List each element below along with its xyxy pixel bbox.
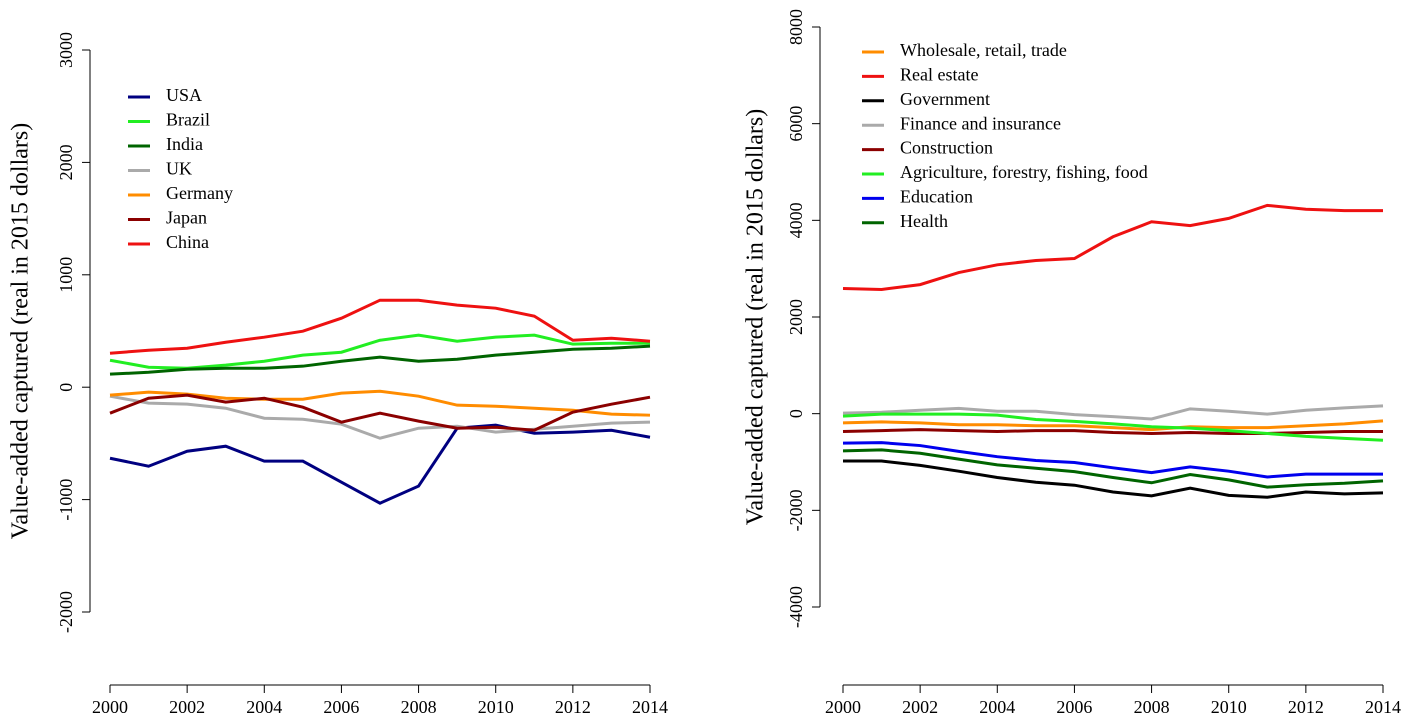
x-tick-label: 2000 — [92, 697, 128, 717]
y-tick-label: -1000 — [56, 479, 76, 521]
data-line — [842, 412, 1384, 442]
y-tick-label: 6000 — [786, 106, 806, 142]
legend-label: China — [166, 232, 209, 252]
legend-label: India — [166, 134, 203, 154]
x-tick-label: 2010 — [1211, 697, 1247, 717]
x-tick-label: 2006 — [323, 697, 359, 717]
data-line — [109, 394, 651, 440]
x-tick-label: 2008 — [401, 697, 437, 717]
x-tick-label: 2004 — [979, 697, 1015, 717]
x-tick-label: 2006 — [1056, 697, 1092, 717]
legend-label: Agriculture, forestry, fishing, food — [900, 162, 1148, 182]
legend-label: Finance and insurance — [900, 113, 1061, 133]
x-tick-label: 2012 — [555, 697, 591, 717]
x-tick-label: 2002 — [902, 697, 938, 717]
legend-label: Construction — [900, 138, 993, 158]
legend-label: Health — [900, 211, 948, 231]
data-line — [109, 344, 651, 376]
y-tick-label: -4000 — [786, 586, 806, 628]
legend-label: Real estate — [900, 65, 978, 85]
data-line — [109, 393, 651, 432]
x-tick-label: 2014 — [632, 697, 668, 717]
y-axis-title: Value-added captured (real in 2015 dolla… — [8, 123, 34, 540]
data-line — [842, 203, 1383, 291]
y-tick-label: -2000 — [56, 591, 76, 633]
legend-label: Education — [900, 187, 973, 207]
x-tick-label: 2010 — [478, 697, 514, 717]
x-tick-label: 2004 — [246, 697, 282, 717]
x-tick-label: 2014 — [1365, 697, 1401, 717]
y-tick-label: 4000 — [786, 202, 806, 238]
x-tick-label: 2008 — [1134, 697, 1170, 717]
y-tick-label: 0 — [56, 383, 76, 392]
data-line — [842, 404, 1384, 421]
x-tick-label: 2000 — [825, 697, 861, 717]
x-tick-label: 2002 — [169, 697, 205, 717]
data-line — [109, 298, 651, 355]
y-tick-label: 0 — [786, 409, 806, 418]
y-tick-label: 1000 — [56, 257, 76, 293]
data-line — [842, 448, 1384, 489]
legend-label: Brazil — [166, 110, 210, 130]
data-line — [843, 459, 1384, 499]
data-line — [109, 333, 650, 370]
y-tick-label: 2000 — [56, 144, 76, 180]
x-tick-label: 2012 — [1288, 697, 1324, 717]
legend-label: USA — [166, 85, 202, 105]
legend-label: Japan — [166, 208, 207, 228]
data-line — [109, 423, 651, 505]
y-axis-title: Value-added captured (real in 2015 dolla… — [743, 109, 769, 526]
data-line — [842, 419, 1384, 432]
data-line — [842, 428, 1383, 435]
legend-label: Government — [900, 89, 990, 109]
y-tick-label: -2000 — [786, 489, 806, 531]
data-line — [109, 389, 651, 417]
legend-label: Germany — [166, 183, 233, 203]
y-tick-label: 3000 — [56, 32, 76, 68]
legend-label: UK — [166, 159, 192, 179]
legend-label: Wholesale, retail, trade — [900, 40, 1067, 60]
data-line — [842, 441, 1383, 479]
y-tick-label: 8000 — [786, 9, 806, 45]
y-tick-label: 2000 — [786, 299, 806, 335]
